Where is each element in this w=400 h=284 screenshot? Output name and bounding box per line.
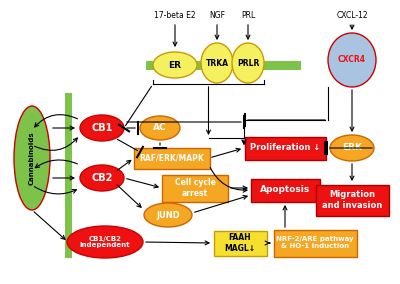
FancyBboxPatch shape: [146, 60, 300, 70]
FancyBboxPatch shape: [214, 231, 266, 256]
Text: JUND: JUND: [156, 210, 180, 220]
Ellipse shape: [201, 43, 233, 83]
Ellipse shape: [14, 106, 50, 210]
FancyBboxPatch shape: [316, 185, 388, 216]
FancyBboxPatch shape: [244, 137, 326, 160]
FancyBboxPatch shape: [162, 174, 228, 202]
Text: CB1: CB1: [91, 123, 113, 133]
Ellipse shape: [140, 116, 180, 140]
Text: PRLR: PRLR: [237, 59, 259, 68]
Text: Proliferation ↓: Proliferation ↓: [250, 143, 320, 153]
Ellipse shape: [80, 165, 124, 191]
Ellipse shape: [67, 226, 143, 258]
Text: ERK: ERK: [342, 143, 362, 153]
Text: Migration
and invasion: Migration and invasion: [322, 190, 382, 210]
Text: RAF/ERK/MAPK: RAF/ERK/MAPK: [140, 153, 204, 162]
Text: CB2: CB2: [91, 173, 113, 183]
Text: 17-beta E2: 17-beta E2: [154, 11, 196, 20]
Text: TRKA: TRKA: [206, 59, 228, 68]
Text: Cannabinoids: Cannabinoids: [29, 131, 35, 185]
Text: NRF-2/ARE pathway
& HO-1 induction: NRF-2/ARE pathway & HO-1 induction: [276, 237, 354, 250]
Ellipse shape: [80, 115, 124, 141]
Text: NGF: NGF: [209, 11, 225, 20]
FancyBboxPatch shape: [134, 147, 210, 168]
Ellipse shape: [153, 52, 197, 78]
Ellipse shape: [328, 33, 376, 87]
Text: ER: ER: [168, 60, 182, 70]
Text: FAAH
MAGL↓: FAAH MAGL↓: [224, 233, 256, 253]
Text: CB1/CB2
independent: CB1/CB2 independent: [80, 235, 130, 248]
FancyBboxPatch shape: [64, 93, 72, 258]
Text: CXCL-12: CXCL-12: [336, 11, 368, 20]
Ellipse shape: [232, 43, 264, 83]
Ellipse shape: [330, 135, 374, 161]
Text: AC: AC: [153, 124, 167, 133]
FancyBboxPatch shape: [250, 179, 320, 202]
Text: Apoptosis: Apoptosis: [260, 185, 310, 195]
Text: PRL: PRL: [241, 11, 255, 20]
FancyBboxPatch shape: [274, 229, 356, 256]
Text: Cell cycle
arrest: Cell cycle arrest: [174, 178, 216, 198]
Ellipse shape: [144, 203, 192, 227]
Text: CXCR4: CXCR4: [338, 55, 366, 64]
